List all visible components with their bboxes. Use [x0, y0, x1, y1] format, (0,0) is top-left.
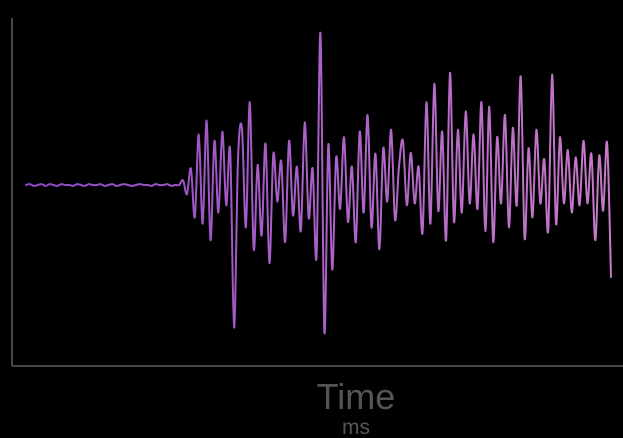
x-axis-unit: ms	[342, 416, 370, 438]
waveform-line	[25, 32, 612, 335]
series-group	[25, 32, 612, 335]
x-axis-label: Time	[317, 376, 396, 417]
